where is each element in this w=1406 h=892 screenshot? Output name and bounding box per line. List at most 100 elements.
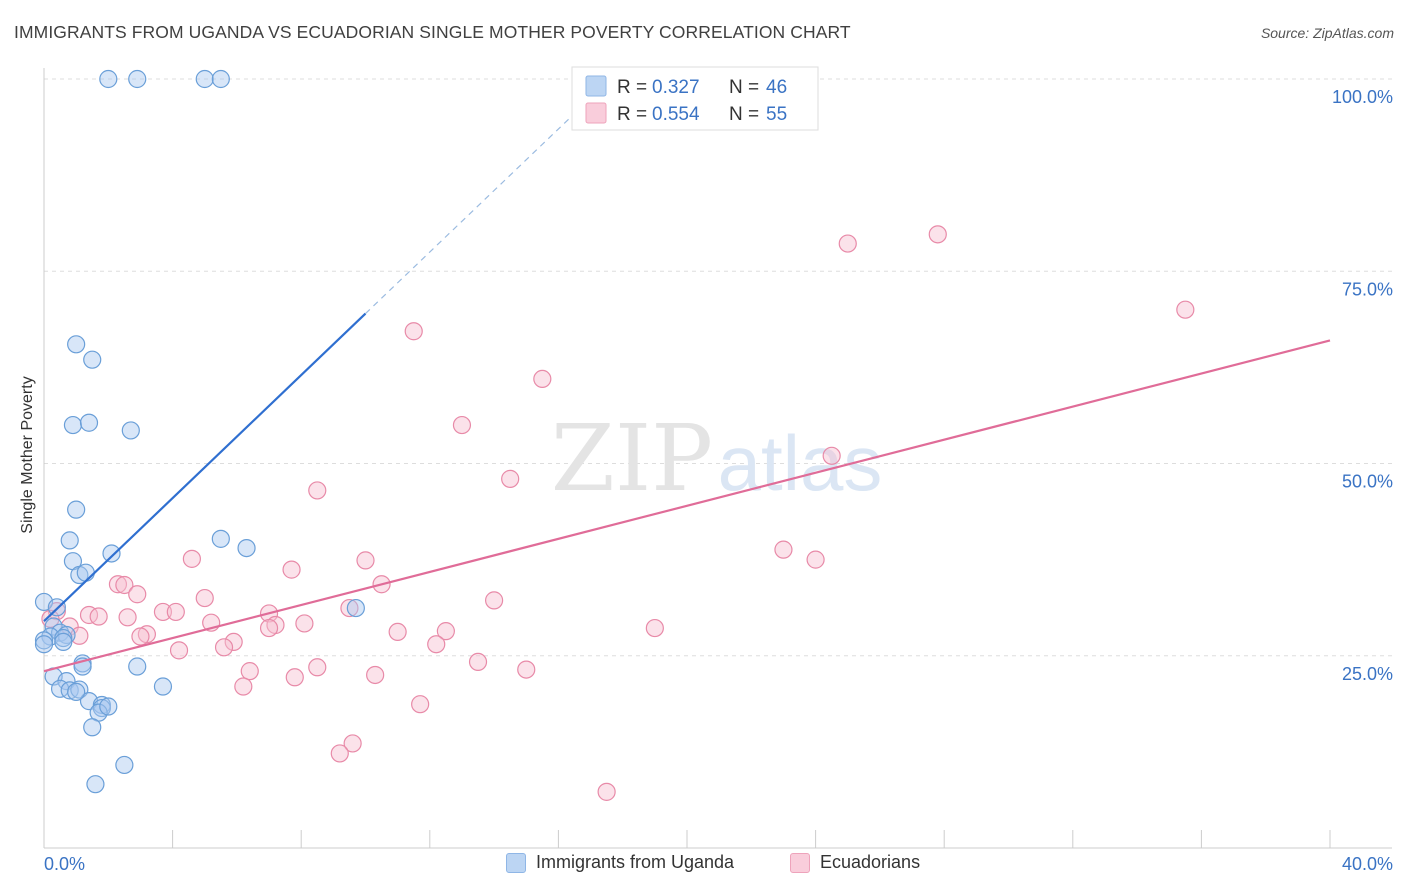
y-tick-label: 100.0%	[1332, 87, 1393, 107]
legend-item-ecuador: Ecuadorians	[790, 852, 920, 873]
data-point-uganda	[83, 350, 102, 369]
data-point-uganda	[211, 69, 230, 89]
data-point-ecuador	[468, 652, 488, 672]
y-tick-label: 25.0%	[1342, 664, 1393, 684]
data-point-ecuador	[388, 622, 407, 642]
data-point-ecuador	[517, 660, 536, 679]
legend-n-label: N =	[729, 104, 759, 125]
x-tick-label: 40.0%	[1342, 854, 1393, 874]
legend-swatch-ecuador	[585, 102, 607, 124]
x-tick-label: 0.0%	[44, 854, 85, 874]
data-point-ecuador	[330, 744, 349, 763]
data-point-uganda	[211, 529, 230, 548]
data-point-ecuador	[118, 608, 137, 627]
legend-r-label: R =	[617, 77, 647, 98]
data-point-ecuador	[234, 677, 253, 696]
trend-line-extension-uganda	[365, 67, 624, 314]
trend-line-ecuador	[43, 339, 1331, 673]
data-point-ecuador	[153, 602, 173, 622]
data-point-ecuador	[806, 550, 825, 569]
legend-swatch-ecuador	[790, 852, 810, 873]
data-point-ecuador	[166, 602, 185, 622]
data-point-ecuador	[485, 591, 504, 610]
legend-n-value: 46	[766, 77, 787, 98]
axes	[43, 68, 1392, 849]
data-point-uganda	[63, 415, 83, 435]
legend-n-label: N =	[729, 77, 759, 98]
data-point-ecuador	[259, 618, 279, 638]
data-point-ecuador	[169, 641, 189, 660]
data-point-uganda	[128, 657, 147, 676]
data-point-ecuador	[597, 782, 616, 801]
data-point-ecuador	[436, 622, 455, 641]
data-point-ecuador	[340, 598, 359, 618]
legend-top: R = 0.327 N = 46 R = 0.554 N = 55	[571, 66, 819, 131]
data-point-ecuador	[308, 658, 327, 677]
trend-line-uganda	[43, 312, 367, 622]
data-point-ecuador	[452, 415, 472, 435]
data-point-ecuador	[295, 614, 314, 633]
data-point-ecuador	[774, 540, 793, 559]
data-point-ecuador	[240, 662, 259, 681]
data-point-ecuador	[182, 549, 201, 568]
series-ecuadorians	[41, 225, 1195, 801]
gridlines	[44, 78, 1392, 657]
legend-swatch-uganda	[506, 852, 526, 873]
data-point-ecuador	[343, 734, 362, 753]
trend-lines	[43, 67, 1331, 673]
data-point-ecuador	[282, 560, 301, 579]
data-point-ecuador	[214, 638, 234, 657]
data-point-uganda	[121, 421, 140, 440]
data-point-ecuador	[1176, 300, 1195, 319]
legend-item-uganda: Immigrants from Uganda	[506, 852, 734, 873]
chart-title: IMMIGRANTS FROM UGANDA VS ECUADORIAN SIN…	[14, 22, 851, 42]
data-point-ecuador	[838, 234, 857, 253]
legend-label-uganda: Immigrants from Uganda	[536, 852, 735, 872]
data-point-ecuador	[645, 618, 664, 638]
data-point-uganda	[60, 531, 79, 550]
data-point-uganda	[34, 635, 54, 654]
data-point-ecuador	[533, 369, 552, 389]
legend-swatch-uganda	[585, 75, 607, 97]
data-point-ecuador	[131, 627, 150, 646]
data-point-ecuador	[70, 626, 89, 645]
watermark-zip: ZIP	[551, 405, 713, 512]
data-point-uganda	[83, 718, 102, 737]
data-point-ecuador	[427, 635, 446, 654]
data-point-ecuador	[928, 225, 947, 244]
data-point-uganda	[237, 538, 256, 558]
legend-r-value: 0.554	[652, 104, 700, 125]
data-point-uganda	[99, 69, 118, 89]
data-point-uganda	[128, 69, 147, 89]
data-point-uganda	[153, 677, 173, 696]
tick-labels: 25.0% 50.0% 75.0% 100.0% 0.0% 40.0%	[44, 87, 1393, 874]
data-point-uganda	[76, 563, 95, 582]
data-point-ecuador	[108, 575, 128, 594]
legend-label-ecuador: Ecuadorians	[820, 852, 921, 872]
data-point-uganda	[99, 697, 118, 716]
data-point-ecuador	[501, 469, 520, 488]
legend-bottom: Immigrants from Uganda Ecuadorians	[0, 852, 1406, 878]
data-point-ecuador	[308, 481, 327, 500]
data-point-ecuador	[89, 607, 108, 626]
data-point-uganda	[86, 775, 105, 794]
legend-n-value: 55	[766, 104, 787, 125]
data-point-ecuador	[366, 665, 385, 685]
data-point-ecuador	[404, 322, 423, 341]
data-point-ecuador	[285, 668, 304, 687]
legend-r-value: 0.327	[652, 77, 700, 98]
data-point-uganda	[54, 628, 73, 648]
data-point-uganda	[115, 755, 134, 775]
y-tick-label: 50.0%	[1342, 472, 1393, 492]
data-point-uganda	[67, 682, 86, 701]
data-point-uganda	[195, 69, 214, 89]
data-point-ecuador	[128, 585, 147, 604]
data-point-uganda	[67, 335, 86, 354]
y-tick-label: 75.0%	[1342, 279, 1393, 299]
source-attribution: Source: ZipAtlas.com	[1260, 25, 1394, 41]
data-point-uganda	[79, 413, 99, 432]
data-point-uganda	[102, 544, 121, 563]
data-point-ecuador	[224, 632, 243, 652]
data-point-ecuador	[822, 446, 841, 465]
